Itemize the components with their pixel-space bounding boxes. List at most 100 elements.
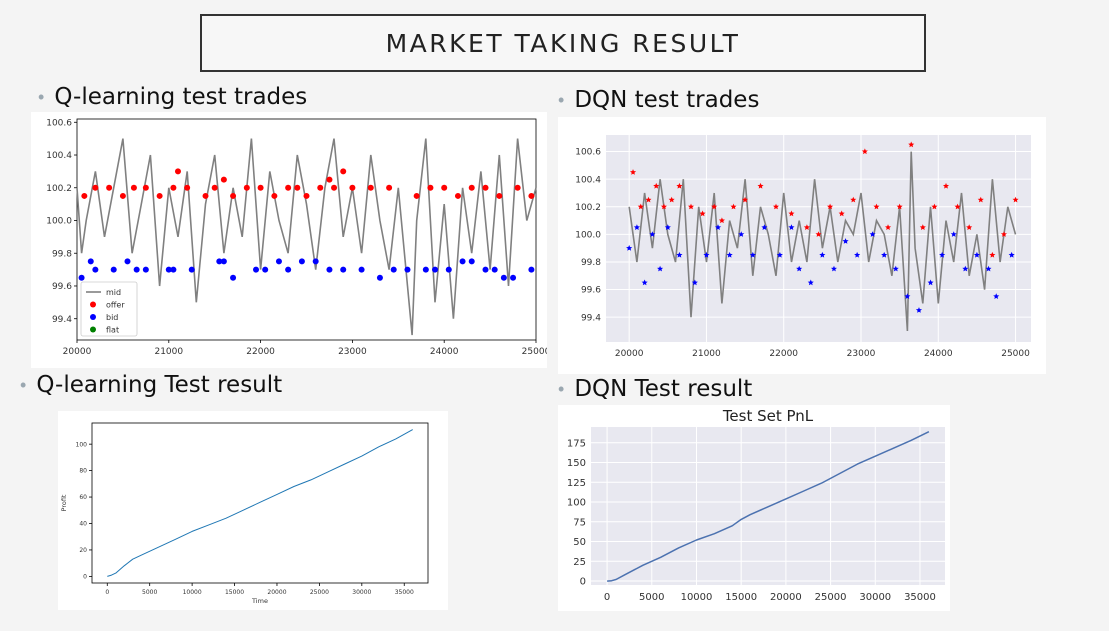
bid-point bbox=[939, 251, 946, 258]
bid-point bbox=[854, 251, 861, 258]
offer-point bbox=[528, 192, 535, 199]
bid-point bbox=[170, 266, 177, 273]
x-tick-label: 21000 bbox=[692, 349, 721, 359]
bid-point bbox=[340, 266, 347, 273]
bid-point bbox=[253, 266, 260, 273]
bid-point bbox=[459, 258, 466, 265]
y-tick-label: 100.0 bbox=[575, 231, 601, 241]
y-tick-label: 0 bbox=[580, 577, 586, 588]
y-tick-label: 75 bbox=[573, 517, 586, 528]
x-tick-label: 22000 bbox=[246, 347, 275, 357]
bid-point bbox=[691, 279, 698, 286]
offer-point bbox=[931, 203, 938, 210]
y-tick-label: 50 bbox=[573, 537, 586, 548]
y-tick-label: 20 bbox=[79, 547, 87, 554]
bid-point bbox=[738, 231, 745, 237]
x-tick-label: 21000 bbox=[154, 347, 183, 357]
x-tick-label: 30000 bbox=[859, 592, 891, 603]
x-tick-label: 30000 bbox=[352, 589, 371, 596]
x-tick-label: 15000 bbox=[225, 589, 244, 596]
x-tick-label: 10000 bbox=[681, 592, 713, 603]
bullet-icon: • bbox=[558, 378, 565, 399]
offer-point bbox=[170, 184, 177, 191]
heading-q-result: • Q-learning Test result bbox=[20, 372, 282, 398]
x-tick-label: 20000 bbox=[63, 347, 92, 357]
offer-point bbox=[303, 192, 310, 199]
bid-point bbox=[869, 231, 876, 237]
x-tick-label: 23000 bbox=[338, 347, 367, 357]
offer-point bbox=[699, 210, 706, 217]
bid-point bbox=[312, 258, 319, 265]
dqn-trades-panel: 20000 21000 22000 23000 24000 25000 99.4 99.6 99… bbox=[558, 117, 1046, 374]
bid-point bbox=[985, 265, 992, 272]
offer-point bbox=[1000, 231, 1007, 237]
offer-point bbox=[954, 203, 961, 210]
bid-point bbox=[491, 266, 498, 273]
q-trades-panel: 20000 21000 22000 23000 24000 25000 99.4 99.6 99… bbox=[31, 112, 551, 368]
legend-box bbox=[80, 281, 138, 337]
bid-point bbox=[881, 251, 888, 258]
offer-point bbox=[757, 182, 764, 189]
bid-point bbox=[165, 266, 172, 273]
legend-dot-bid bbox=[90, 314, 96, 320]
x-tick-label: 25000 bbox=[522, 347, 547, 357]
bid-point bbox=[376, 274, 383, 281]
series-line-pnl bbox=[607, 431, 930, 582]
offer-point bbox=[496, 192, 503, 199]
offer-point bbox=[454, 192, 461, 199]
y-tick-label: 150 bbox=[567, 458, 586, 469]
heading-dqn-trades: • DQN test trades bbox=[558, 87, 759, 113]
offer-point bbox=[202, 192, 209, 199]
legend-label-bid: bid bbox=[106, 313, 118, 322]
y-tick-label: 99.4 bbox=[581, 313, 601, 323]
offer-point bbox=[660, 203, 667, 210]
chart-title: Test Set PnL bbox=[722, 407, 814, 425]
bid-point bbox=[220, 258, 227, 265]
y-tick-label: 99.8 bbox=[581, 258, 601, 268]
bid-point bbox=[275, 258, 282, 265]
x-tick-label: 5000 bbox=[142, 589, 157, 596]
slide-title: MARKET TAKING RESULT bbox=[385, 28, 741, 58]
offer-point bbox=[838, 210, 845, 217]
bid-point bbox=[92, 266, 99, 273]
bid-point bbox=[788, 224, 795, 230]
offer-point bbox=[285, 184, 292, 191]
heading-q-result-text: Q-learning Test result bbox=[36, 372, 283, 398]
offer-point bbox=[482, 184, 489, 191]
bid-point bbox=[188, 266, 195, 273]
x-tick-label: 10000 bbox=[183, 589, 202, 596]
offer-point bbox=[711, 203, 718, 210]
bid-point bbox=[892, 265, 899, 272]
offer-point bbox=[653, 182, 660, 189]
y-tick-label: 175 bbox=[567, 438, 586, 449]
offer-point bbox=[106, 184, 113, 191]
offer-point bbox=[989, 251, 996, 258]
y-tick-label: 100 bbox=[567, 498, 586, 509]
offer-point bbox=[908, 141, 915, 148]
bid-point bbox=[404, 266, 411, 273]
offer-point bbox=[861, 148, 868, 155]
offer-point bbox=[803, 224, 810, 230]
offer-point bbox=[645, 196, 652, 203]
bid-point bbox=[993, 293, 1000, 299]
bid-point bbox=[703, 251, 710, 258]
y-tick-label: 100.6 bbox=[575, 148, 601, 158]
offer-point bbox=[788, 210, 795, 217]
offer-point bbox=[220, 176, 227, 183]
x-tick-label: 5000 bbox=[639, 592, 664, 603]
offer-point bbox=[340, 168, 347, 175]
bid-point bbox=[796, 265, 803, 272]
bid-point bbox=[950, 231, 957, 237]
offer-point bbox=[468, 184, 475, 191]
bid-point bbox=[776, 251, 783, 258]
x-tick-label: 15000 bbox=[725, 592, 757, 603]
y-tick-label: 25 bbox=[573, 557, 586, 568]
bid-point bbox=[500, 274, 507, 281]
bid-point bbox=[133, 266, 140, 273]
bid-point bbox=[904, 293, 911, 299]
bid-point bbox=[676, 251, 683, 258]
bid-point bbox=[633, 224, 640, 230]
offer-point bbox=[317, 184, 324, 191]
x-tick-label: 23000 bbox=[847, 349, 876, 359]
bid-point bbox=[445, 266, 452, 273]
